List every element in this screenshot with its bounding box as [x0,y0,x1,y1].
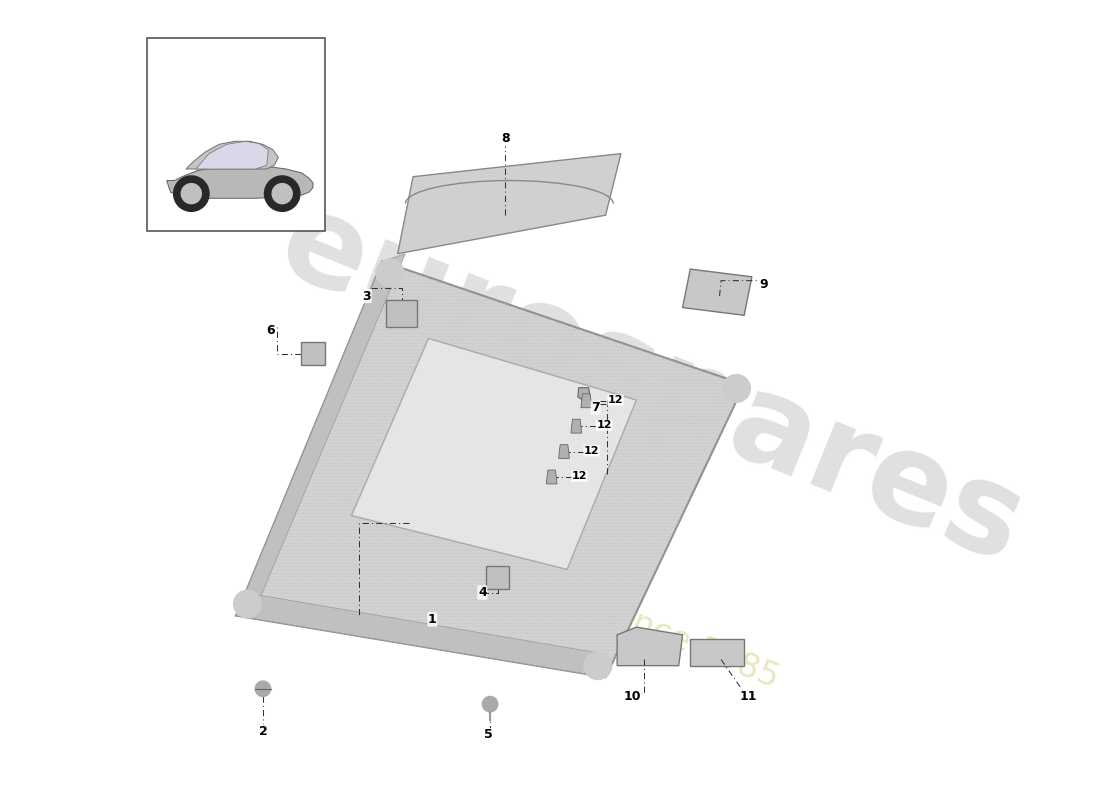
Text: 12: 12 [596,421,612,430]
Circle shape [723,374,750,402]
Polygon shape [547,470,557,484]
Circle shape [272,184,293,204]
Polygon shape [301,342,324,366]
Polygon shape [398,154,622,254]
Polygon shape [581,394,592,408]
Polygon shape [236,593,606,677]
Text: 12: 12 [608,395,624,405]
Text: 6: 6 [266,324,275,338]
Circle shape [376,259,404,287]
Polygon shape [186,142,278,169]
Polygon shape [196,142,268,169]
Polygon shape [617,627,683,666]
Polygon shape [691,638,745,666]
Polygon shape [578,388,591,400]
Text: 10: 10 [624,690,641,703]
Text: 12: 12 [572,471,587,482]
Polygon shape [486,566,509,589]
Text: 4: 4 [478,586,487,599]
Circle shape [264,176,300,211]
Text: 3: 3 [363,290,371,302]
Polygon shape [571,419,582,433]
Circle shape [182,184,201,204]
FancyBboxPatch shape [147,38,324,230]
Text: 8: 8 [502,132,509,145]
Text: 9: 9 [759,278,768,291]
Text: 12: 12 [584,446,600,456]
Polygon shape [559,445,570,458]
Polygon shape [352,338,637,570]
Circle shape [584,652,612,679]
Polygon shape [236,254,406,616]
Polygon shape [683,269,752,315]
Polygon shape [386,300,417,327]
Text: a passion for parts since 1985: a passion for parts since 1985 [304,475,784,694]
Polygon shape [167,166,314,198]
Text: eurospares: eurospares [263,181,1041,589]
Text: 11: 11 [739,690,757,703]
Text: 5: 5 [484,729,493,742]
Circle shape [483,697,498,712]
Text: 1: 1 [428,613,437,626]
Circle shape [255,681,271,697]
Text: 2: 2 [258,725,267,738]
Text: 7: 7 [591,401,600,414]
Circle shape [233,590,262,618]
Circle shape [174,176,209,211]
Polygon shape [236,262,745,677]
